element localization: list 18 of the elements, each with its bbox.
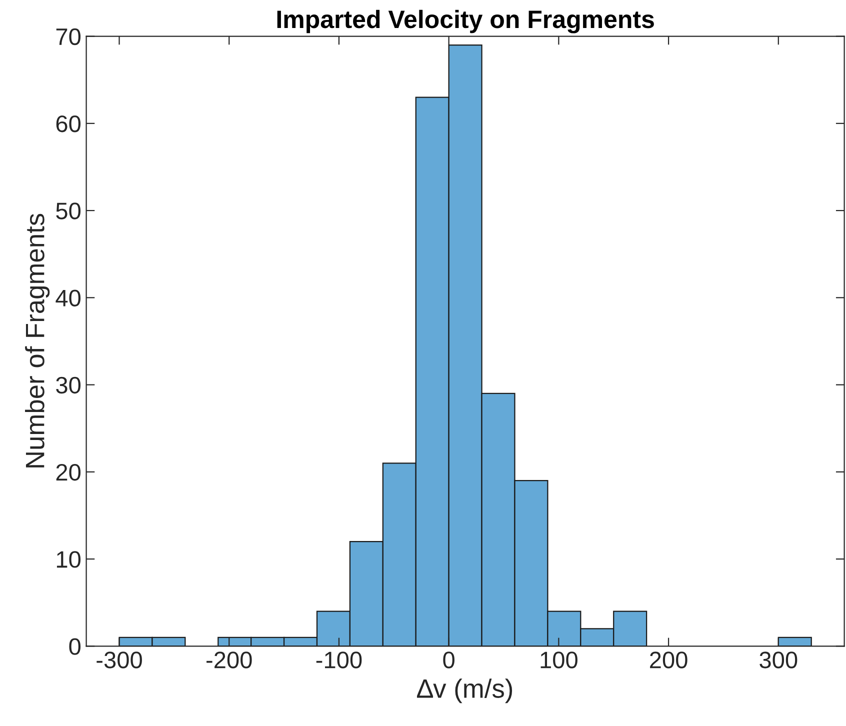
x-tick-label: -300 (96, 652, 142, 668)
y-tick-label: 50 (56, 202, 81, 220)
y-tick-label: 40 (56, 290, 81, 306)
y-tick-label: 30 (56, 376, 81, 394)
y-tick-label: 10 (56, 551, 81, 568)
y-tick-label: 20 (56, 464, 81, 481)
x-tick-label: 200 (650, 652, 688, 668)
x-axis-title: ∆v (m/s) (416, 678, 512, 704)
y-tick-label: 0 (69, 638, 81, 655)
y-axis-title: Number of Fragments (25, 214, 50, 468)
y-tick-label: 70 (56, 28, 81, 46)
x-tick-label: -200 (206, 652, 252, 668)
x-tick-label: 0 (443, 652, 454, 668)
y-tick-label: 60 (56, 115, 81, 132)
chart-title: Imparted Velocity on Fragments (277, 10, 654, 34)
x-tick-label: 300 (760, 652, 798, 668)
x-tick-label: 100 (540, 652, 578, 668)
x-tick-label: -100 (316, 652, 362, 668)
